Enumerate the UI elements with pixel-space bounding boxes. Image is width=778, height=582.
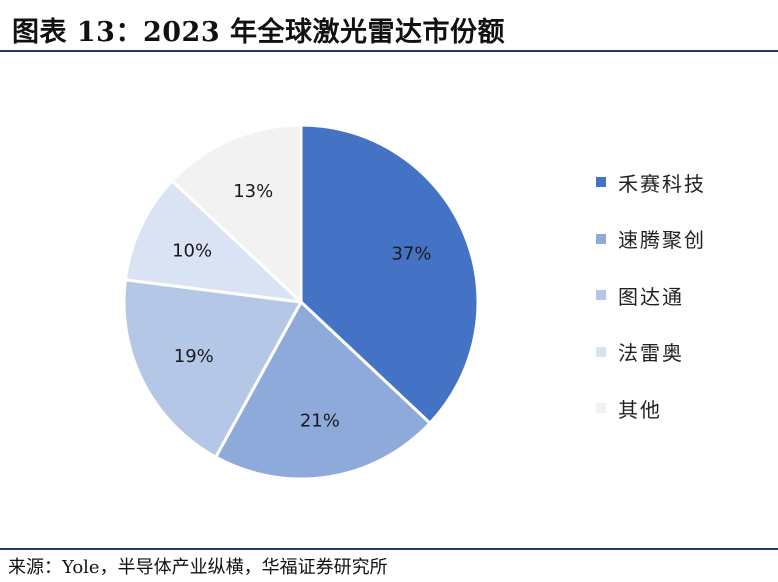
title-divider [0, 50, 778, 52]
pie-slice-label-3: 19% [174, 346, 214, 367]
legend-swatch-3 [596, 290, 606, 300]
pie-chart: 37% 21% 19% 10% 13% [122, 123, 480, 481]
pie-slices [122, 123, 480, 481]
chart-title: 图表 13：2023 年全球激光雷达市份额 [12, 17, 506, 48]
pie-slice-2 [214, 300, 432, 481]
legend-swatch-4 [596, 346, 606, 357]
legend-swatch-5 [596, 403, 606, 413]
legend-label-4: 法雷奥 [618, 341, 684, 365]
pie-labels: 37% 21% 19% 10% 13% [172, 181, 431, 431]
pie-slice-label-4: 10% [172, 240, 212, 261]
pie-slice-label-2: 21% [300, 410, 340, 431]
legend-label-5: 其他 [618, 397, 662, 422]
legend-label-2: 速腾聚创 [618, 228, 706, 252]
pie-slice-1 [299, 123, 480, 425]
pie-slice-label-1: 37% [391, 244, 431, 265]
legend-label-1: 禾赛科技 [618, 171, 706, 196]
legend-item-1: 禾赛科技 [596, 168, 766, 196]
legend-item-4: 法雷奥 [596, 338, 766, 366]
pie-slice-label-5: 13% [233, 181, 273, 202]
pie-slice-4 [123, 179, 303, 304]
pie-slice-5 [170, 123, 303, 304]
legend: 禾赛科技速腾聚创图达通法雷奥其他 [596, 168, 766, 451]
legend-label-3: 图达通 [618, 284, 684, 309]
legend-item-5: 其他 [596, 394, 766, 422]
legend-swatch-2 [596, 233, 606, 244]
legend-item-3: 图达通 [596, 281, 766, 309]
legend-swatch-1 [596, 177, 606, 187]
source-note: 来源：Yole，半导体产业纵横，华福证券研究所 [8, 557, 388, 578]
legend-item-2: 速腾聚创 [596, 225, 766, 253]
pie-slice-3 [122, 278, 303, 459]
source-divider [0, 548, 778, 550]
